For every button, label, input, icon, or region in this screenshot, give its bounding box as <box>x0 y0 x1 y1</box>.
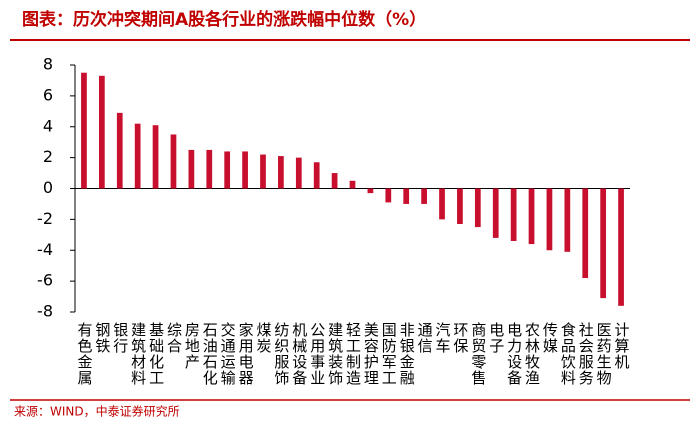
x-tick-label: 有色金属 <box>75 322 93 386</box>
bar <box>188 149 195 189</box>
x-tick-label: 钢铁 <box>93 322 111 354</box>
x-tick-label: 社会服务 <box>577 322 595 386</box>
x-tick-label: 机械设备 <box>290 322 308 386</box>
bar <box>331 173 338 189</box>
x-tick-label: 食品饮料 <box>559 322 577 386</box>
y-tick-label: 0 <box>43 178 53 197</box>
x-tick-label: 国防军工 <box>380 322 398 386</box>
y-tick-label: -2 <box>37 209 53 228</box>
x-tick-label: 家用电器 <box>237 322 255 386</box>
x-tick-label: 石油石化 <box>201 322 219 386</box>
bar <box>242 151 248 189</box>
x-tick-label: 建筑材料 <box>129 322 147 386</box>
bar <box>152 125 159 189</box>
x-tick-label: 非银金融 <box>398 322 416 386</box>
y-tick-label: -8 <box>37 302 53 321</box>
bar <box>564 188 571 252</box>
y-tick-label: -6 <box>37 271 53 290</box>
x-tick-label: 房地产 <box>183 322 201 370</box>
source-note: 来源：WIND，中泰证券研究所 <box>14 404 180 419</box>
bar <box>546 188 553 251</box>
bar <box>421 188 427 204</box>
bar <box>528 188 535 245</box>
x-tick-label: 农林牧渔 <box>523 322 541 386</box>
bar <box>295 157 302 189</box>
y-tick-label: 4 <box>43 116 53 135</box>
bar <box>439 188 445 220</box>
x-tick-label: 计算机 <box>613 322 631 370</box>
x-tick-label: 通信 <box>416 322 434 354</box>
bar <box>81 72 87 189</box>
x-tick-label: 商贸零售 <box>469 322 487 386</box>
bar <box>582 188 589 279</box>
bar <box>510 188 517 241</box>
bar <box>457 188 463 225</box>
y-tick-label: 6 <box>43 85 53 104</box>
x-tick-label: 医药生物 <box>595 322 613 386</box>
bar <box>349 180 356 189</box>
x-tick-label: 基础化工 <box>147 322 165 386</box>
x-tick-label: 美容护理 <box>362 322 380 386</box>
x-tick-label: 煤炭 <box>254 322 272 354</box>
x-tick-label: 交通运输 <box>219 321 237 386</box>
bar <box>367 188 374 194</box>
bar <box>134 123 141 189</box>
y-tick-label: 2 <box>43 147 53 166</box>
bar <box>116 112 123 189</box>
bar <box>385 188 392 203</box>
bar <box>403 188 410 204</box>
bar <box>170 134 177 189</box>
bar <box>492 188 499 238</box>
bar <box>474 188 481 228</box>
x-tick-label: 传媒 <box>541 322 559 354</box>
bar <box>600 188 607 299</box>
bar <box>278 156 284 189</box>
bar <box>260 154 266 189</box>
x-tick-label: 电子 <box>487 322 505 354</box>
x-tick-label: 综合 <box>165 322 183 354</box>
bar <box>206 149 213 189</box>
bar <box>98 75 105 189</box>
x-tick-label: 汽车 <box>434 322 452 354</box>
x-tick-label: 建筑装饰 <box>326 322 344 386</box>
bar <box>313 162 320 189</box>
x-tick-label: 轻工制造 <box>344 322 362 386</box>
bar <box>224 151 231 189</box>
chart-title: 图表：历次冲突期间A股各行业的涨跌幅中位数（%） <box>22 9 426 30</box>
y-tick-label: -4 <box>37 240 53 259</box>
x-tick-label: 电力设备 <box>505 322 523 386</box>
x-tick-label: 纺织服饰 <box>272 322 290 386</box>
x-tick-label: 银行 <box>111 322 129 354</box>
x-tick-label: 环保 <box>451 322 469 354</box>
bar <box>618 188 624 306</box>
y-tick-label: 8 <box>43 55 53 74</box>
x-tick-label: 公用事业 <box>308 322 326 386</box>
